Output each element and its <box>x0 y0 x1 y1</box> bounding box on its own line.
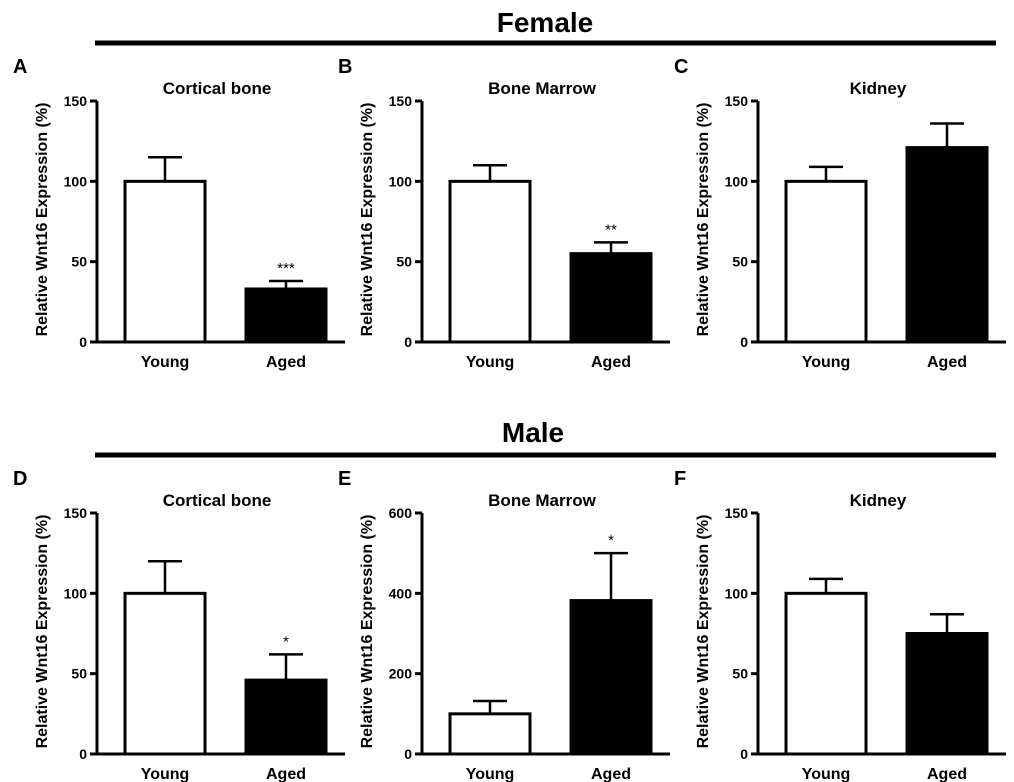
y-tick-label: 0 <box>740 334 748 350</box>
panel-letter: D <box>13 468 27 490</box>
y-tick-label: 0 <box>740 746 748 762</box>
x-category-label: Aged <box>266 766 306 782</box>
y-tick-label: 0 <box>404 334 412 350</box>
bar-aged <box>905 632 989 756</box>
bar-aged <box>905 146 989 344</box>
y-tick-label: 150 <box>725 505 749 521</box>
panel-letter: A <box>13 56 27 78</box>
bar-young <box>448 712 532 756</box>
y-tick-label: 150 <box>725 93 749 109</box>
x-category-label: Young <box>141 766 190 782</box>
y-tick-label: 150 <box>64 505 88 521</box>
y-tick-label: 50 <box>732 666 748 682</box>
x-category-label: Aged <box>927 766 967 782</box>
x-category-label: Aged <box>591 354 631 371</box>
x-category-label: Young <box>466 354 515 371</box>
x-category-label: Young <box>802 354 851 371</box>
panel-title: Kidney <box>850 491 907 510</box>
y-axis-label: Relative Wnt16 Expression (%) <box>695 103 712 337</box>
panel-a: A Cortical bone Relative Wnt16 Expression … <box>13 56 345 371</box>
y-tick-label: 50 <box>732 254 748 270</box>
bar-young <box>123 591 207 756</box>
y-tick-label: 50 <box>71 666 87 682</box>
section-title-male: Male <box>502 417 564 448</box>
section-title-female: Female <box>497 7 594 38</box>
significance-label: ** <box>605 221 617 238</box>
y-tick-label: 0 <box>404 746 412 762</box>
y-tick-label: 150 <box>64 93 88 109</box>
y-tick-label: 50 <box>71 254 87 270</box>
panel-f: F Kidney Relative Wnt16 Expression (%) 0 50 1… <box>674 468 1006 782</box>
y-tick-label: 0 <box>79 746 87 762</box>
y-tick-label: 100 <box>64 585 88 601</box>
panel-title: Cortical bone <box>163 491 272 510</box>
panel-e: E Bone Marrow Relative Wnt16 Expression (%… <box>338 468 670 782</box>
x-category-label: Aged <box>927 354 967 371</box>
bar-young <box>784 591 868 756</box>
panel-letter: E <box>338 468 351 490</box>
y-tick-label: 100 <box>64 173 88 189</box>
y-tick-label: 0 <box>79 334 87 350</box>
bar-aged <box>244 678 328 756</box>
y-tick-label: 200 <box>389 666 413 682</box>
panel-c: C Kidney Relative Wnt16 Expression (%) 0 50 1… <box>674 56 1006 371</box>
panel-letter: F <box>674 468 686 490</box>
bar-young <box>784 179 868 344</box>
y-axis-label: Relative Wnt16 Expression (%) <box>359 515 376 749</box>
significance-label: * <box>283 633 289 650</box>
panels: A Cortical bone Relative Wnt16 Expression … <box>13 56 1006 782</box>
y-tick-label: 50 <box>396 254 412 270</box>
y-tick-label: 100 <box>389 173 413 189</box>
bar-aged <box>244 287 328 344</box>
x-category-label: Young <box>466 766 515 782</box>
significance-label: *** <box>277 260 295 277</box>
y-axis-label: Relative Wnt16 Expression (%) <box>34 103 51 337</box>
panel-b: B Bone Marrow Relative Wnt16 Expression (%… <box>338 56 670 371</box>
panel-title: Bone Marrow <box>488 491 596 510</box>
y-tick-label: 400 <box>389 585 413 601</box>
y-axis-label: Relative Wnt16 Expression (%) <box>34 515 51 749</box>
bar-aged <box>569 599 653 756</box>
panel-d: D Cortical bone Relative Wnt16 Expression … <box>13 468 345 782</box>
y-tick-label: 100 <box>725 585 749 601</box>
significance-label: * <box>608 532 614 549</box>
y-tick-label: 150 <box>389 93 413 109</box>
panel-letter: B <box>338 56 352 78</box>
y-axis-label: Relative Wnt16 Expression (%) <box>359 103 376 337</box>
panel-title: Bone Marrow <box>488 79 596 98</box>
x-category-label: Young <box>802 766 851 782</box>
bar-young <box>448 179 532 344</box>
y-tick-label: 600 <box>389 505 413 521</box>
panel-title: Kidney <box>850 79 907 98</box>
panel-letter: C <box>674 56 688 78</box>
x-category-label: Young <box>141 354 190 371</box>
y-axis-label: Relative Wnt16 Expression (%) <box>695 515 712 749</box>
bar-young <box>123 179 207 344</box>
x-category-label: Aged <box>591 766 631 782</box>
x-category-label: Aged <box>266 354 306 371</box>
bar-aged <box>569 252 653 344</box>
y-tick-label: 100 <box>725 173 749 189</box>
panel-title: Cortical bone <box>163 79 272 98</box>
